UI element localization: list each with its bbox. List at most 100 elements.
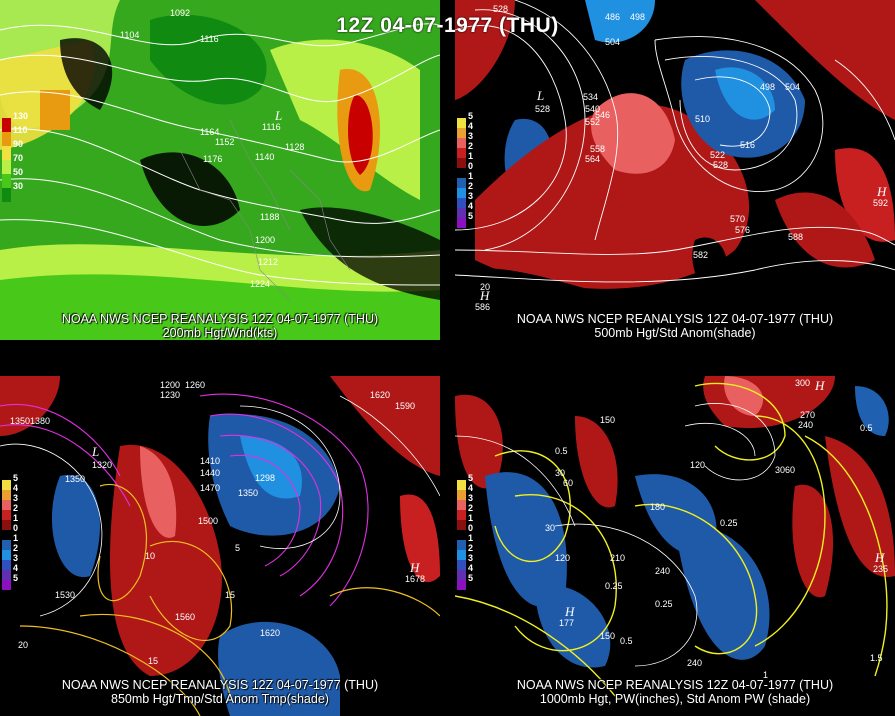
svg-text:1116: 1116 — [262, 122, 281, 132]
svg-text:210: 210 — [610, 553, 625, 563]
svg-text:300: 300 — [795, 378, 810, 388]
legend-wind: 130 110 90 70 50 30 — [2, 111, 42, 202]
caption-1000mb: NOAA NWS NCEP REANALYSIS 12Z 04-07-1977 … — [516, 678, 834, 706]
svg-text:504: 504 — [605, 37, 620, 47]
svg-text:1: 1 — [763, 670, 768, 680]
panel-1000mb-pw: H 300 H 235 H 177 270 240 150 120 180 30… — [455, 376, 895, 716]
svg-text:1.5: 1.5 — [870, 653, 883, 663]
svg-text:H: H — [479, 288, 490, 303]
svg-text:528: 528 — [493, 4, 508, 14]
svg-text:1092: 1092 — [170, 8, 190, 18]
svg-text:240: 240 — [687, 658, 702, 668]
legend-pw: 5 4 3 2 1 0 1 2 3 4 5 — [457, 473, 497, 590]
svg-text:0.25: 0.25 — [605, 581, 623, 591]
map-500mb: L 528 H 592 H 586 528 504 486 498 534 54… — [455, 0, 895, 340]
svg-text:30: 30 — [545, 523, 555, 533]
svg-text:H: H — [876, 184, 887, 199]
svg-text:516: 516 — [740, 140, 755, 150]
svg-text:120: 120 — [690, 460, 705, 470]
svg-text:1530: 1530 — [55, 590, 75, 600]
svg-text:270: 270 — [800, 410, 815, 420]
svg-text:1140: 1140 — [255, 152, 274, 162]
svg-text:60: 60 — [563, 478, 573, 488]
svg-text:1620: 1620 — [260, 628, 280, 638]
svg-text:1188: 1188 — [260, 212, 279, 222]
svg-text:0.25: 0.25 — [655, 599, 673, 609]
svg-text:H: H — [874, 550, 885, 565]
caption-500mb: NOAA NWS NCEP REANALYSIS 12Z 04-07-1977 … — [516, 312, 834, 340]
svg-text:15: 15 — [148, 656, 158, 666]
svg-text:1500: 1500 — [198, 516, 218, 526]
panel-850mb: L 1320 H 1678 1200 1260 1230 1350 1380 1… — [0, 376, 440, 716]
svg-text:H: H — [814, 378, 825, 393]
svg-text:1440: 1440 — [200, 468, 220, 478]
svg-text:H: H — [409, 560, 420, 575]
svg-text:5: 5 — [235, 543, 240, 553]
map-200mb: L 1116 1092 1104 1116 1128 1140 1152 116… — [0, 0, 440, 340]
svg-text:558: 558 — [590, 144, 605, 154]
svg-text:10: 10 — [145, 551, 155, 561]
svg-text:564: 564 — [585, 154, 600, 164]
map-1000mb: H 300 H 235 H 177 270 240 150 120 180 30… — [455, 376, 895, 716]
svg-text:522: 522 — [710, 150, 725, 160]
svg-text:235: 235 — [873, 564, 888, 574]
svg-text:588: 588 — [788, 232, 803, 242]
svg-text:1470: 1470 — [200, 483, 220, 493]
svg-text:1230: 1230 — [160, 390, 180, 400]
svg-text:1176: 1176 — [203, 154, 222, 164]
svg-text:0.5: 0.5 — [555, 446, 568, 456]
svg-text:L: L — [536, 88, 544, 103]
svg-text:1200: 1200 — [160, 380, 180, 390]
svg-text:1152: 1152 — [215, 137, 234, 147]
svg-text:1104: 1104 — [120, 30, 139, 40]
svg-text:1164: 1164 — [200, 127, 219, 137]
svg-text:240: 240 — [655, 566, 670, 576]
svg-text:1200: 1200 — [255, 235, 275, 245]
map-850mb: L 1320 H 1678 1200 1260 1230 1350 1380 1… — [0, 376, 440, 716]
svg-text:1116: 1116 — [200, 34, 219, 44]
svg-text:576: 576 — [735, 225, 750, 235]
panel-500mb: L 528 H 592 H 586 528 504 486 498 534 54… — [455, 0, 895, 340]
svg-text:546: 546 — [595, 110, 610, 120]
svg-text:1620: 1620 — [370, 390, 390, 400]
svg-text:534: 534 — [583, 92, 598, 102]
svg-text:1410: 1410 — [200, 456, 220, 466]
svg-text:586: 586 — [475, 302, 490, 312]
svg-text:1560: 1560 — [175, 612, 195, 622]
legend-850mb: 5 4 3 2 1 0 1 2 3 4 5 — [2, 473, 42, 590]
svg-text:L: L — [91, 444, 99, 459]
svg-text:1380: 1380 — [30, 416, 50, 426]
svg-text:1350: 1350 — [238, 488, 258, 498]
svg-text:150: 150 — [600, 415, 615, 425]
svg-text:1320: 1320 — [92, 460, 112, 470]
svg-text:592: 592 — [873, 198, 888, 208]
svg-text:30: 30 — [555, 468, 565, 478]
svg-text:1212: 1212 — [258, 257, 278, 267]
svg-text:1224: 1224 — [250, 279, 270, 289]
svg-text:498: 498 — [760, 82, 775, 92]
svg-text:3060: 3060 — [775, 465, 795, 475]
caption-200mb: NOAA NWS NCEP REANALYSIS 12Z 04-07-1977 … — [61, 312, 379, 340]
svg-text:1350: 1350 — [65, 474, 85, 484]
svg-text:180: 180 — [650, 502, 665, 512]
svg-text:582: 582 — [693, 250, 708, 260]
svg-text:0.5: 0.5 — [620, 636, 633, 646]
svg-text:552: 552 — [585, 117, 600, 127]
legend-500mb: 5 4 3 2 1 0 1 2 3 4 5 — [457, 111, 497, 228]
svg-text:177: 177 — [559, 618, 574, 628]
svg-text:20: 20 — [480, 282, 490, 292]
svg-text:570: 570 — [730, 214, 745, 224]
svg-text:L: L — [274, 108, 282, 123]
svg-text:504: 504 — [785, 82, 800, 92]
svg-text:1678: 1678 — [405, 574, 425, 584]
svg-text:240: 240 — [798, 420, 813, 430]
panel-200mb-wind: L 1116 1092 1104 1116 1128 1140 1152 116… — [0, 0, 440, 340]
svg-text:H: H — [564, 604, 575, 619]
svg-text:1128: 1128 — [285, 142, 304, 152]
svg-text:20: 20 — [18, 640, 28, 650]
svg-text:510: 510 — [695, 114, 710, 124]
svg-text:498: 498 — [630, 12, 645, 22]
svg-text:1590: 1590 — [395, 401, 415, 411]
svg-text:528: 528 — [713, 160, 728, 170]
svg-text:1350: 1350 — [10, 416, 30, 426]
